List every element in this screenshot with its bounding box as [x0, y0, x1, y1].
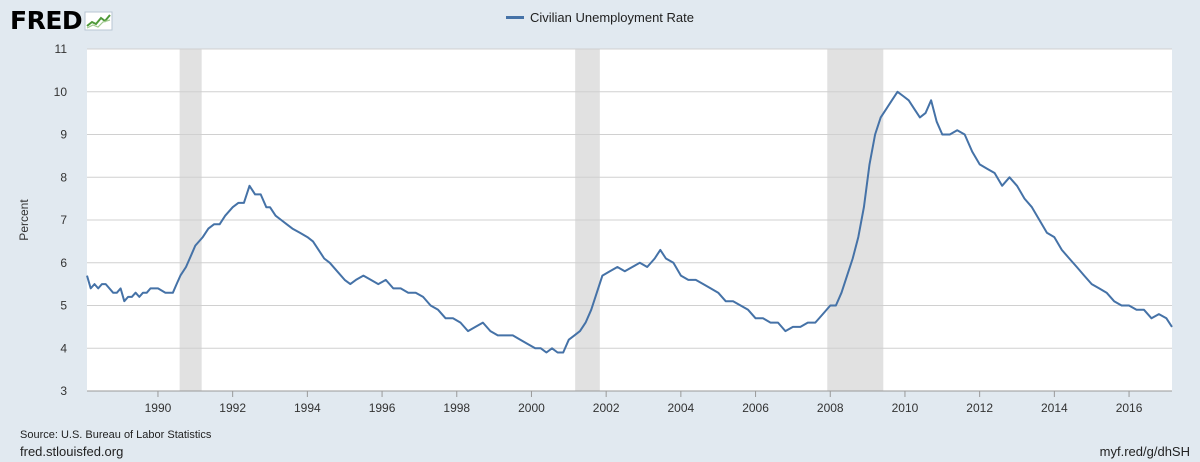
mini-graph-icon — [84, 11, 113, 30]
y-tick-label: 3 — [60, 384, 67, 398]
x-tick-label: 2004 — [668, 401, 695, 415]
y-tick-label: 8 — [60, 170, 67, 184]
fred-logo[interactable]: FRED — [10, 6, 114, 35]
y-tick-label: 11 — [55, 42, 68, 56]
unemployment-line-chart: 3 4 5 6 7 8 9 10 11 1990 1992 1994 1996 1998 2000 2002… — [17, 42, 1173, 415]
x-tick-label: 1990 — [145, 401, 172, 415]
x-tick-label: 2016 — [1116, 401, 1143, 415]
x-tick-label: 2012 — [966, 401, 993, 415]
x-axis-ticks: 1990 1992 1994 1996 1998 2000 2002 2004 2006 2008… — [87, 390, 1172, 415]
x-tick-label: 2006 — [742, 401, 769, 415]
y-tick-label: 6 — [60, 256, 67, 270]
y-axis-label: Percent — [17, 199, 31, 241]
short-link[interactable]: myf.red/g/dhSH — [1099, 444, 1190, 459]
x-tick-label: 2014 — [1041, 401, 1068, 415]
source-note: Source: U.S. Bureau of Labor Statistics — [20, 429, 212, 441]
x-tick-label: 1992 — [219, 401, 246, 415]
series-line — [86, 90, 1173, 354]
y-tick-label: 9 — [60, 128, 67, 142]
x-tick-label: 2000 — [518, 401, 545, 415]
chart-legend: Civilian Unemployment Rate — [0, 10, 1200, 25]
legend-label: Civilian Unemployment Rate — [529, 10, 694, 25]
x-tick-label: 2008 — [817, 401, 844, 415]
series-lines — [86, 90, 1173, 354]
y-tick-label: 5 — [60, 299, 67, 313]
x-tick-label: 2002 — [593, 401, 620, 415]
site-link[interactable]: fred.stlouisfed.org — [20, 444, 124, 459]
y-tick-label: 7 — [60, 213, 67, 227]
x-tick-label: 1996 — [369, 401, 396, 415]
y-axis-ticks: 3 4 5 6 7 8 9 10 11 — [54, 42, 68, 398]
y-tick-label: 4 — [60, 341, 67, 355]
x-tick-label: 1998 — [443, 401, 470, 415]
x-tick-label: 1994 — [294, 401, 321, 415]
y-tick-label: 10 — [54, 85, 68, 99]
x-tick-label: 2010 — [892, 401, 919, 415]
legend-swatch — [505, 16, 524, 19]
fred-logo-text: FRED — [10, 6, 83, 35]
